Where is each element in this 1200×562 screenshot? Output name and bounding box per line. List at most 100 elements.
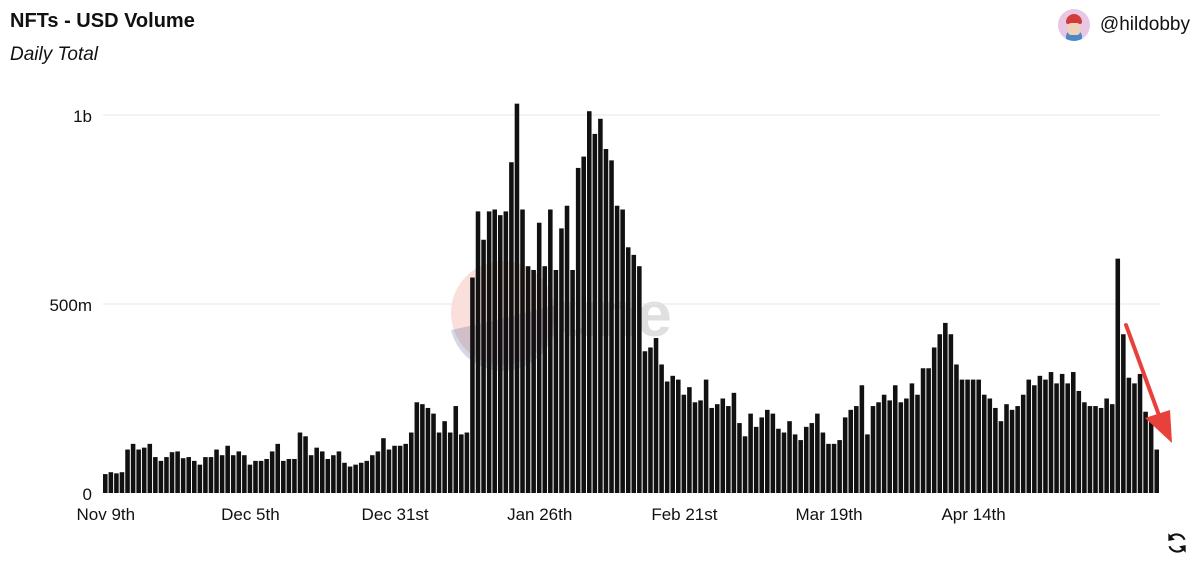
bar: [1093, 406, 1098, 493]
bar: [865, 434, 870, 493]
bar: [837, 440, 842, 493]
bar: [904, 398, 909, 493]
bar: [119, 472, 125, 493]
bar: [497, 215, 503, 494]
bar: [214, 449, 219, 493]
bar: [230, 455, 236, 493]
bar: [1032, 385, 1037, 493]
bar: [1004, 404, 1009, 493]
x-axis-labels: Nov 9th Dec 5th Dec 31st Jan 26th Feb 21st Ma…: [77, 505, 1006, 524]
bar: [765, 409, 770, 493]
bar: [431, 413, 436, 493]
bar: [976, 379, 981, 493]
bar: [336, 451, 342, 493]
bar: [570, 269, 575, 493]
bar: [870, 406, 876, 493]
bar: [531, 269, 536, 493]
bar: [136, 449, 141, 493]
bar: [603, 149, 609, 493]
bar: [1048, 372, 1054, 493]
bar: [186, 457, 192, 493]
bar: [998, 421, 1004, 493]
bar: [475, 211, 481, 493]
bar: [481, 239, 486, 493]
bar: [542, 266, 548, 493]
bar: [1065, 383, 1070, 493]
bar: [436, 432, 442, 493]
bar: [114, 473, 119, 493]
author-link[interactable]: @hildobby: [1057, 8, 1190, 42]
x-tick-label: Dec 31st: [362, 505, 429, 524]
bar: [776, 428, 781, 493]
bar: [1126, 377, 1132, 493]
bar: [792, 434, 798, 493]
bar: [826, 443, 831, 493]
bar: [548, 209, 553, 493]
bar: [698, 400, 703, 493]
bar: [1143, 411, 1148, 493]
bar: [353, 464, 358, 493]
bar: [915, 394, 920, 493]
bar: [347, 466, 353, 493]
bar: [753, 426, 759, 493]
bar: [319, 451, 325, 493]
bar: [447, 432, 453, 493]
x-tick-label: Feb 21st: [651, 505, 717, 524]
bar: [281, 460, 286, 493]
bar: [854, 406, 859, 493]
chart-title: NFTs - USD Volume: [10, 10, 195, 32]
bar: [470, 277, 475, 493]
bar: [420, 404, 425, 493]
bar: [670, 375, 675, 493]
bar: [726, 406, 731, 493]
author-name: @hildobby: [1099, 14, 1190, 35]
bar: [108, 472, 114, 493]
bar: [842, 417, 848, 493]
bar: [1137, 373, 1143, 493]
bar: [1009, 409, 1015, 493]
bar: [503, 211, 509, 493]
y-tick-label: 500m: [49, 296, 92, 315]
bar: [965, 379, 970, 493]
bar: [331, 455, 336, 493]
bar: [242, 455, 247, 493]
bar: [581, 156, 586, 493]
bar: [559, 228, 564, 493]
red-arrow-annotation: [1124, 323, 1172, 443]
bar: [642, 351, 648, 493]
bar: [520, 209, 525, 493]
bar: [815, 413, 820, 493]
bar: [620, 209, 625, 493]
bar: [637, 266, 642, 493]
bar: [1087, 406, 1093, 493]
bar: [164, 457, 169, 493]
bar: [297, 432, 303, 493]
bar: [141, 447, 147, 493]
bar: [314, 447, 319, 493]
bar: [1082, 402, 1087, 493]
bar: [208, 457, 214, 493]
x-tick-label: Jan 26th: [507, 505, 572, 524]
bar: [659, 364, 664, 493]
bar: [742, 436, 748, 493]
bar: [1054, 383, 1059, 493]
bar: [614, 205, 620, 493]
bar: [981, 394, 987, 493]
bar: [269, 451, 275, 493]
bar: [425, 407, 431, 493]
refresh-icon[interactable]: [1164, 530, 1190, 556]
bar: [197, 464, 203, 493]
bar: [486, 211, 492, 493]
bar: [225, 445, 230, 493]
bar: [1098, 407, 1104, 493]
bar: [264, 458, 269, 493]
bar: [892, 385, 898, 493]
bar: [798, 440, 803, 493]
bar: [931, 347, 937, 493]
bar: [1026, 379, 1032, 493]
bar: [364, 460, 370, 493]
bar: [453, 406, 459, 493]
bar: [175, 451, 180, 493]
bar: [342, 462, 347, 493]
